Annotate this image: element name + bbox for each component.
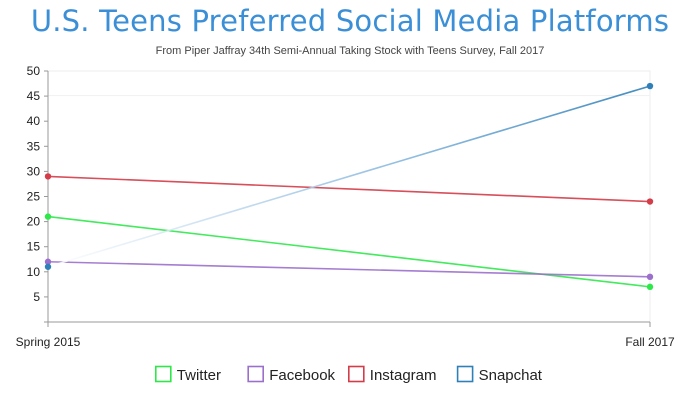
series-snapchat <box>44 82 654 270</box>
data-point-facebook-1[interactable] <box>646 273 654 281</box>
legend-item-facebook[interactable]: Facebook <box>247 365 336 385</box>
axes: 5 10 15 20 25 30 35 40 45 50 Spring 2015 Fall 2017 <box>16 64 675 349</box>
x-tick-label-1: Fall 2017 <box>625 335 675 349</box>
plot-frame <box>47 70 651 323</box>
legend-swatch-instagram[interactable] <box>347 365 365 383</box>
data-point-snapchat-0[interactable] <box>44 263 52 270</box>
series-instagram <box>44 173 654 205</box>
legend-swatch-snapchat[interactable] <box>456 365 474 383</box>
series-line-snapchat <box>47 85 651 268</box>
y-tick-label-15: 15 <box>27 240 41 254</box>
data-point-twitter-1[interactable] <box>646 283 654 291</box>
x-tick-label-0: Spring 2015 <box>16 335 81 349</box>
y-tick-label-40: 40 <box>27 114 41 128</box>
y-tick-label-50: 50 <box>27 64 41 78</box>
chart-subtitle: From Piper Jaffray 34th Semi-Annual Taki… <box>155 45 545 57</box>
data-point-twitter-0[interactable] <box>44 213 52 220</box>
legend-item-twitter[interactable]: Twitter <box>155 365 221 385</box>
y-tick-label-5: 5 <box>33 290 40 304</box>
y-tick-label-35: 35 <box>27 139 41 153</box>
legend-label-facebook[interactable]: Facebook <box>269 367 335 384</box>
series-layer <box>44 82 654 291</box>
data-point-instagram-1[interactable] <box>646 198 654 205</box>
series-facebook <box>44 258 654 281</box>
data-point-facebook-0[interactable] <box>44 258 52 265</box>
series-twitter <box>44 213 654 291</box>
data-point-instagram-0[interactable] <box>44 173 52 180</box>
series-line-twitter <box>47 215 651 288</box>
data-point-snapchat-1[interactable] <box>646 82 654 90</box>
y-tick-label-45: 45 <box>27 89 41 103</box>
legend[interactable]: Twitter Facebook Instagram Snapchat <box>155 365 543 385</box>
legend-swatch-facebook[interactable] <box>247 365 264 383</box>
legend-label-snapchat[interactable]: Snapchat <box>479 367 543 384</box>
series-line-instagram <box>47 175 651 203</box>
y-tick-label-25: 25 <box>27 190 41 204</box>
y-tick-label-30: 30 <box>27 164 41 178</box>
legend-label-instagram[interactable]: Instagram <box>370 367 437 384</box>
legend-item-instagram[interactable]: Instagram <box>347 365 437 385</box>
legend-swatch-twitter[interactable] <box>155 365 172 383</box>
legend-item-snapchat[interactable]: Snapchat <box>456 365 543 385</box>
chart-title: U.S. Teens Preferred Social Media Platfo… <box>30 4 670 38</box>
y-tick-label-20: 20 <box>27 215 41 229</box>
series-line-facebook <box>47 260 651 278</box>
y-tick-label-10: 10 <box>27 265 41 279</box>
legend-label-twitter[interactable]: Twitter <box>177 367 221 384</box>
